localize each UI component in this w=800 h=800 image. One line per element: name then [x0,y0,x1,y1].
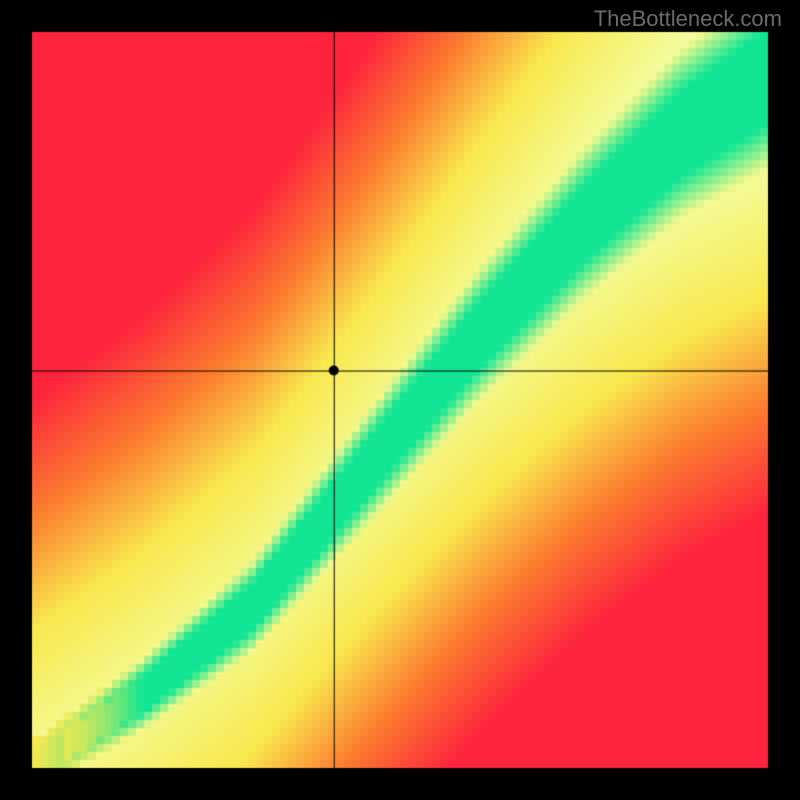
chart-container: TheBottleneck.com [0,0,800,800]
overlay-canvas [0,0,800,800]
watermark-text: TheBottleneck.com [594,6,782,32]
